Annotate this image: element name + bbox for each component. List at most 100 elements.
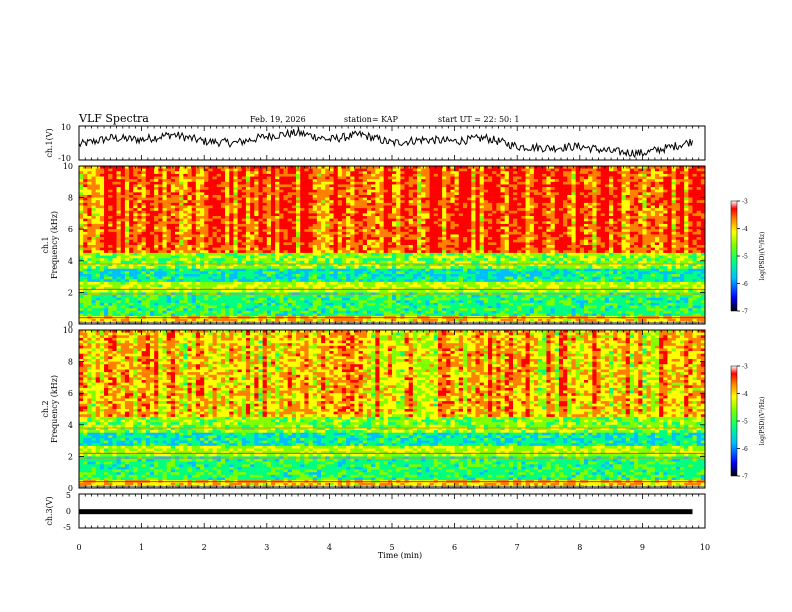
heatmap-cell <box>680 213 684 216</box>
heatmap-cell <box>271 213 275 216</box>
heatmap-cell <box>350 182 354 185</box>
heatmap-cell <box>396 184 400 187</box>
heatmap-cell <box>425 198 429 201</box>
heatmap-cell <box>413 211 417 214</box>
heatmap-cell <box>609 216 613 219</box>
heatmap-cell <box>446 195 450 198</box>
heatmap-cell <box>446 200 450 203</box>
heatmap-cell <box>192 227 196 230</box>
heatmap-cell <box>350 184 354 187</box>
heatmap-cell <box>117 190 121 193</box>
heatmap-cell <box>388 182 392 185</box>
heatmap-cell <box>538 184 542 187</box>
heatmap-cell <box>213 206 217 209</box>
heatmap-cell <box>242 182 246 185</box>
heatmap-cell <box>647 216 651 219</box>
heatmap-cell <box>576 206 580 209</box>
heatmap-cell <box>521 200 525 203</box>
heatmap-cell <box>329 187 333 190</box>
heatmap-cell <box>267 206 271 209</box>
heatmap-cell <box>455 208 459 211</box>
heatmap-cell <box>233 192 237 195</box>
heatmap-cell <box>367 174 371 177</box>
heatmap-cell <box>684 179 688 182</box>
heatmap-cell <box>233 208 237 211</box>
heatmap-cell <box>663 216 667 219</box>
heatmap-cell <box>117 192 121 195</box>
heatmap-cell <box>167 177 171 180</box>
heatmap-cell <box>580 216 584 219</box>
heatmap-cell <box>150 195 154 198</box>
heatmap-cell <box>630 174 634 177</box>
heatmap-cell <box>463 177 467 180</box>
heatmap-cell <box>317 198 321 201</box>
heatmap-cell <box>342 169 346 172</box>
heatmap-cell <box>647 192 651 195</box>
heatmap-cell <box>283 184 287 187</box>
heatmap-cell <box>421 213 425 216</box>
heatmap-cell <box>434 213 438 216</box>
heatmap-cell <box>617 224 621 227</box>
heatmap-cell <box>225 213 229 216</box>
heatmap-cell <box>626 213 630 216</box>
heatmap-cell <box>254 174 258 177</box>
heatmap-cell <box>684 221 688 224</box>
heatmap-cell <box>334 200 338 203</box>
heatmap-cell <box>684 184 688 187</box>
heatmap-cell <box>292 221 296 224</box>
heatmap-cell <box>367 184 371 187</box>
heatmap-cell <box>246 177 250 180</box>
heatmap-cell <box>667 195 671 198</box>
heatmap-cell <box>275 182 279 185</box>
heatmap-cell <box>622 195 626 198</box>
heatmap-cell <box>242 211 246 214</box>
heatmap-cell <box>208 195 212 198</box>
heatmap-cell <box>267 179 271 182</box>
heatmap-cell <box>392 200 396 203</box>
heatmap-cell <box>258 171 262 174</box>
heatmap-cell <box>167 182 171 185</box>
heatmap-cell <box>509 224 513 227</box>
heatmap-cell <box>400 177 404 180</box>
heatmap-cell <box>288 169 292 172</box>
heatmap-cell <box>334 198 338 201</box>
heatmap-cell <box>617 179 621 182</box>
heatmap-cell <box>146 177 150 180</box>
heatmap-cell <box>526 198 530 201</box>
heatmap-cell <box>179 177 183 180</box>
heatmap-cell <box>642 192 646 195</box>
heatmap-cell <box>684 182 688 185</box>
heatmap-cell <box>338 182 342 185</box>
heatmap-cell <box>271 184 275 187</box>
heatmap-cell <box>542 213 546 216</box>
heatmap-cell <box>125 187 129 190</box>
heatmap-cell <box>492 198 496 201</box>
heatmap-cell <box>142 192 146 195</box>
heatmap-cell <box>613 221 617 224</box>
heatmap-cell <box>329 171 333 174</box>
heatmap-cell <box>576 177 580 180</box>
heatmap-cell <box>350 187 354 190</box>
heatmap-cell <box>417 190 421 193</box>
heatmap-cell <box>296 195 300 198</box>
heatmap-cell <box>400 213 404 216</box>
heatmap-cell <box>146 187 150 190</box>
heatmap-cell <box>517 184 521 187</box>
heatmap-cell <box>521 184 525 187</box>
heatmap-cell <box>158 190 162 193</box>
heatmap-cell <box>384 219 388 222</box>
heatmap-cell <box>501 179 505 182</box>
heatmap-cell <box>580 190 584 193</box>
heatmap-cell <box>417 171 421 174</box>
heatmap-cell <box>626 211 630 214</box>
heatmap-cell <box>659 171 663 174</box>
heatmap-cell <box>501 195 505 198</box>
heatmap-cell <box>200 211 204 214</box>
heatmap-cell <box>622 213 626 216</box>
heatmap-cell <box>480 192 484 195</box>
heatmap-cell <box>117 171 121 174</box>
heatmap-cell <box>588 221 592 224</box>
heatmap-cell <box>296 200 300 203</box>
heatmap-cell <box>463 184 467 187</box>
heatmap-cell <box>238 169 242 172</box>
